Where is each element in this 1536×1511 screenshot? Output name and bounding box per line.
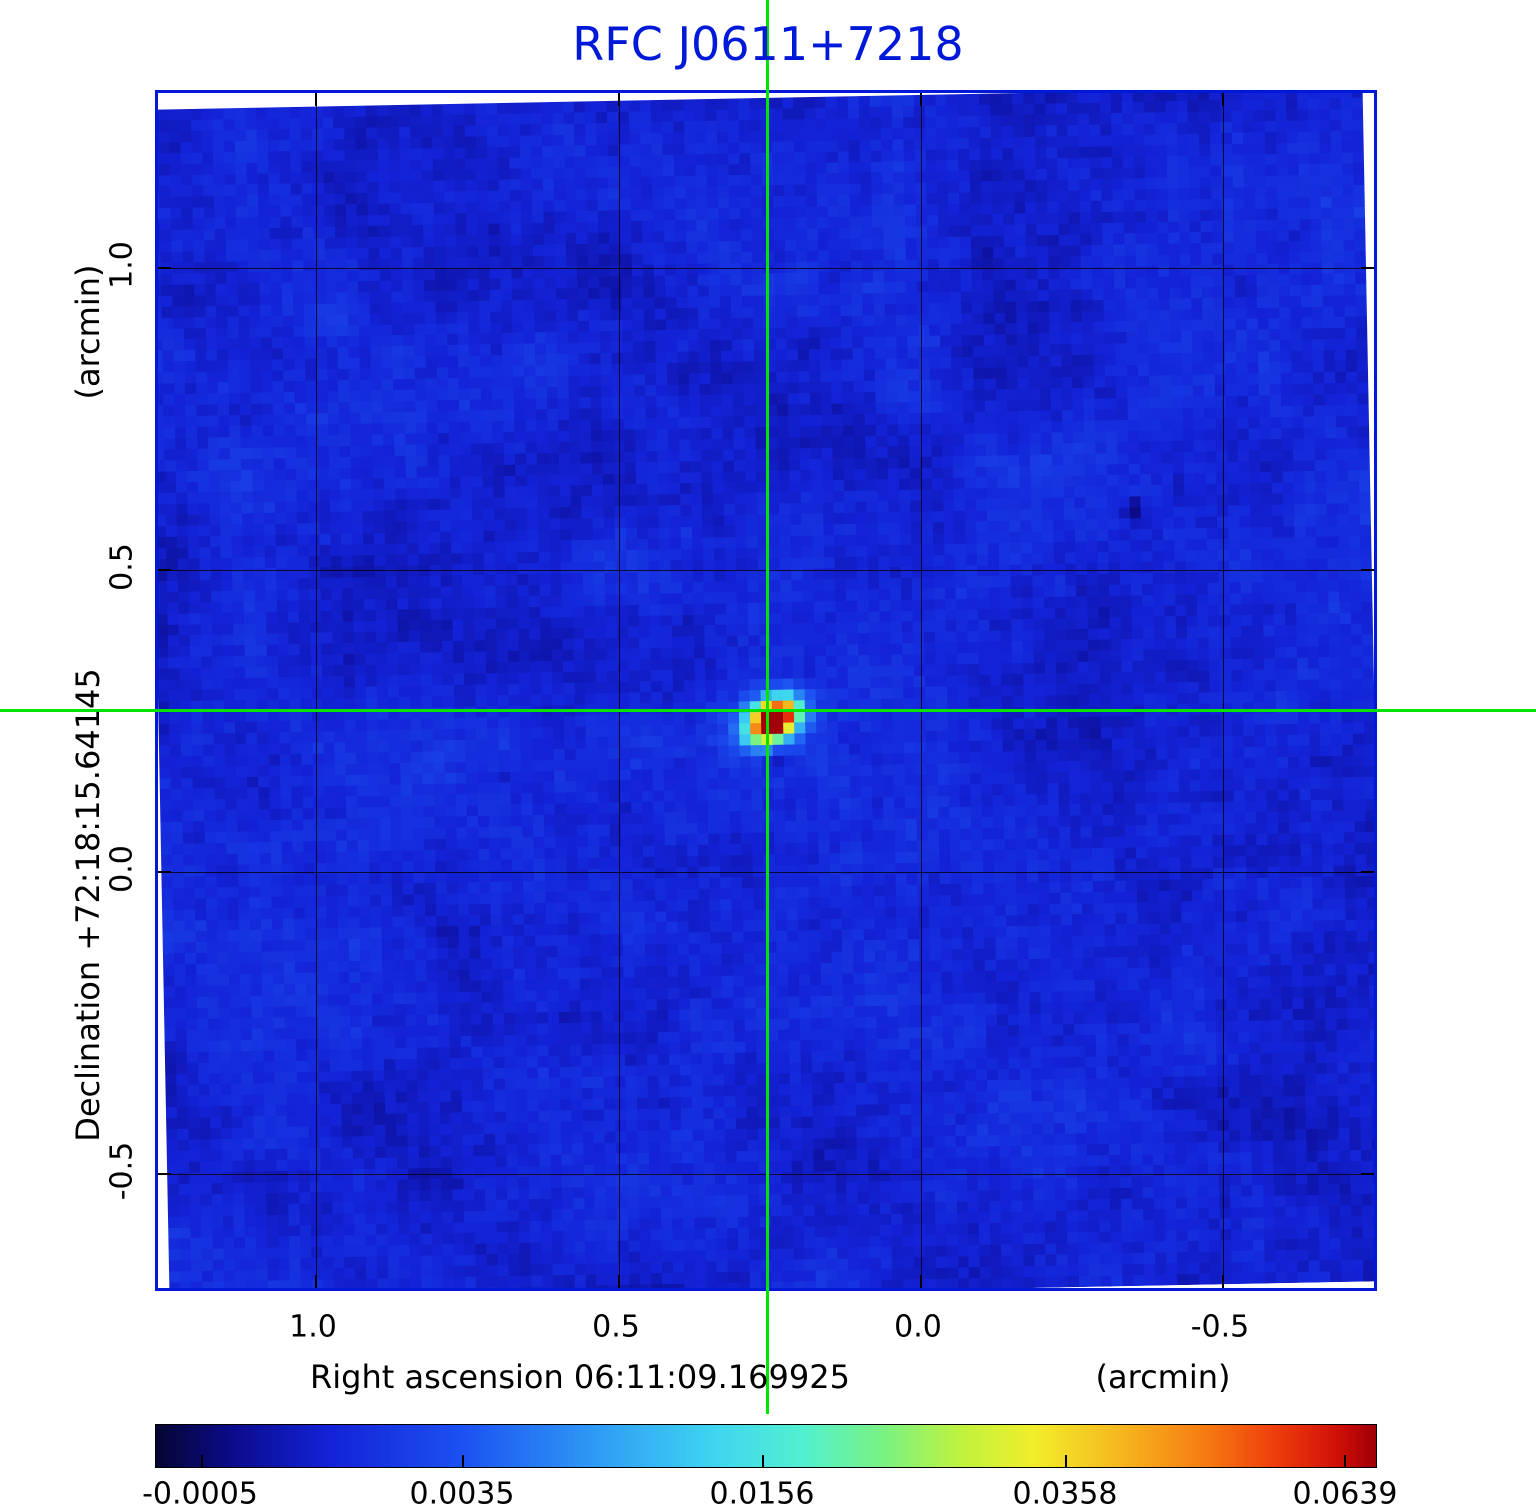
y-axis-tick-label: 0.0 (104, 845, 140, 893)
x-axis-unit-label: (arcmin) (1095, 1358, 1231, 1396)
colorbar-gradient-canvas (156, 1425, 1376, 1467)
colorbar-tick-label: 0.0035 (409, 1476, 515, 1511)
y-axis-tick-label: -0.5 (104, 1141, 140, 1201)
x-axis-tick-label: 0.5 (592, 1309, 640, 1345)
y-axis-tick-label: 1.0 (104, 241, 140, 289)
figure-title: RFC J0611+7218 (572, 17, 964, 71)
colorbar-tick-label: 0.0358 (1012, 1476, 1118, 1511)
x-axis-tick-label: 1.0 (289, 1309, 337, 1345)
x-axis-label: Right ascension 06:11:09.169925 (310, 1358, 850, 1396)
colorbar-tick-label: 0.0156 (709, 1476, 815, 1511)
y-axis-label: Declination +72:18:15.64145 (69, 668, 107, 1142)
crosshair-horizontal-line (0, 709, 1536, 712)
y-axis-tick-label: 0.5 (104, 543, 140, 591)
colorbar (155, 1424, 1377, 1468)
x-axis-tick-label: 0.0 (894, 1309, 942, 1345)
colorbar-tick-label: -0.0005 (142, 1476, 258, 1511)
crosshair-vertical-line (766, 0, 769, 1414)
colorbar-tick-label: 0.0639 (1292, 1476, 1398, 1511)
x-axis-tick-label: -0.5 (1190, 1309, 1250, 1345)
y-axis-unit-label: (arcmin) (69, 264, 107, 400)
